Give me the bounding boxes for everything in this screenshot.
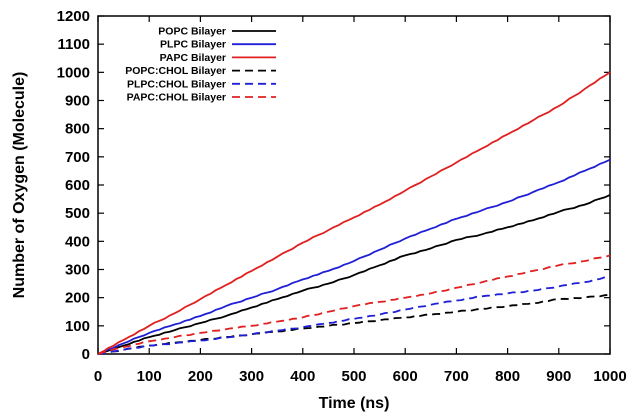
y-tick-label: 900	[65, 93, 90, 110]
y-tick-label: 1100	[57, 36, 90, 53]
y-tick-label: 700	[65, 149, 90, 166]
legend-label: PLPC Bilayer	[160, 39, 226, 51]
series-line-plpc-chol-bilayer	[97, 275, 611, 355]
y-tick-label: 0	[82, 346, 90, 363]
x-tick-label: 100	[137, 368, 162, 385]
series-line-papc-bilayer	[97, 71, 611, 355]
x-tick-label: 1000	[593, 368, 626, 385]
y-tick-label: 600	[65, 177, 90, 194]
series-line-papc-chol-bilayer	[97, 254, 611, 355]
y-tick-label: 100	[65, 318, 90, 335]
legend-label: PAPC Bilayer	[160, 52, 226, 64]
y-axis: 0 100 200 300 400 500 600 700 800 900 1000 1100 1200	[57, 8, 610, 363]
x-axis-title: Time (ns)	[319, 395, 390, 412]
y-tick-label: 300	[65, 262, 90, 279]
x-tick-label: 700	[444, 368, 469, 385]
y-tick-label: 200	[65, 290, 90, 307]
y-axis-title: Number of Oxygen (Molecule)	[11, 72, 28, 299]
legend-label: POPC Bilayer	[158, 26, 226, 38]
x-axis: 0 100 200 300 400 500 600 700 800 900 1000	[94, 16, 627, 385]
y-tick-label: 1200	[57, 8, 90, 25]
x-tick-label: 0	[94, 368, 102, 385]
series-layer	[97, 71, 611, 355]
legend-label: PAPC:CHOL Bilayer	[127, 92, 226, 104]
legend-label: PLPC:CHOL Bilayer	[127, 78, 226, 90]
series-line-plpc-bilayer	[97, 158, 611, 355]
x-tick-label: 300	[239, 368, 264, 385]
y-tick-label: 800	[65, 121, 90, 138]
y-tick-label: 400	[65, 233, 90, 250]
x-tick-label: 500	[341, 368, 366, 385]
x-tick-label: 800	[495, 368, 520, 385]
legend-label: POPC:CHOL Bilayer	[125, 65, 226, 77]
series-line-popc-chol-bilayer	[97, 294, 611, 355]
x-tick-label: 200	[188, 368, 213, 385]
series-line-popc-bilayer	[97, 194, 611, 355]
y-tick-label: 500	[65, 205, 90, 222]
x-tick-label: 900	[546, 368, 571, 385]
x-tick-label: 400	[290, 368, 315, 385]
y-tick-label: 1000	[57, 64, 90, 81]
x-tick-label: 600	[393, 368, 418, 385]
